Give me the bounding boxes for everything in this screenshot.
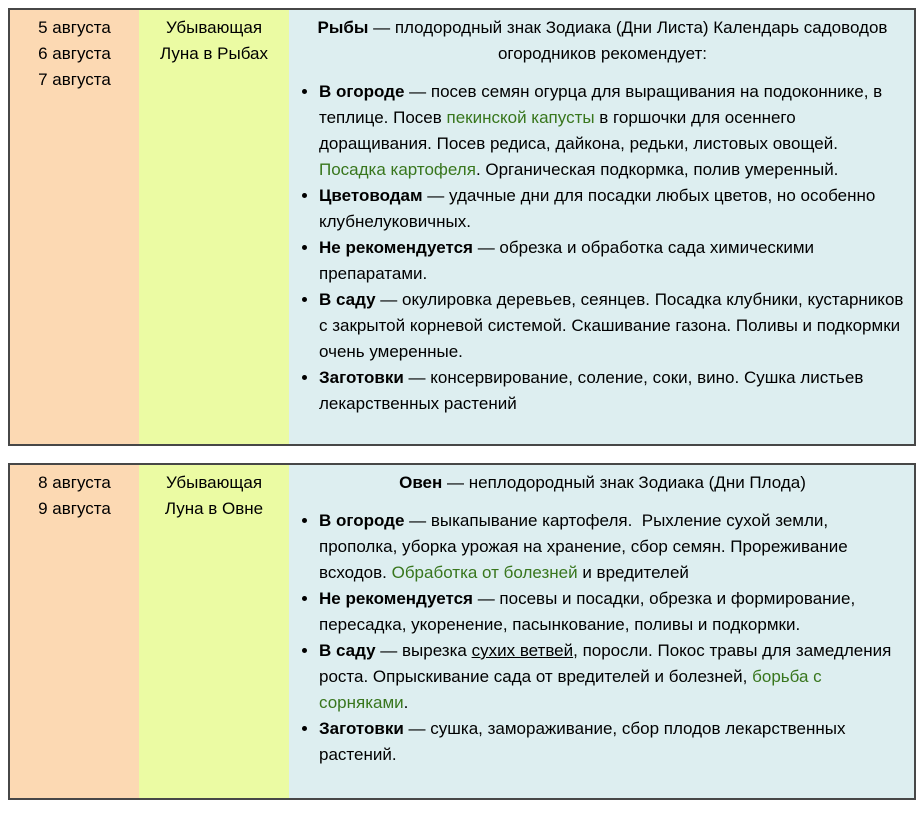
bullet-text: , поросли. Покос травы для замедления ро… xyxy=(319,641,892,686)
date-line: 6 августа xyxy=(38,44,111,63)
zodiac-header-text: — неплодородный знак Зодиака (Дни Плода) xyxy=(442,473,806,492)
bullet-lead: Заготовки xyxy=(319,368,404,387)
moon-phase-cell: Убывающая Луна в Рыбах xyxy=(139,10,289,444)
zodiac-header: Рыбы — плодородный знак Зодиака (Дни Лис… xyxy=(289,15,906,67)
bullet-text: — вырезка xyxy=(375,641,472,660)
moon-phase-cell: Убывающая Луна в Овне xyxy=(139,465,289,798)
link-peking-cabbage[interactable]: пекинской капусты xyxy=(446,108,595,127)
bullet-text: — выкапывание картофеля. Рыхление сухой … xyxy=(319,511,848,582)
zodiac-sign-name: Овен xyxy=(399,473,443,492)
list-item-garden: В огороде — посев семян огурца для выращ… xyxy=(319,79,906,183)
list-item-preserves: Заготовки — консервирование, соление, со… xyxy=(319,365,906,417)
bullet-lead: Цветоводам xyxy=(319,186,423,205)
moon-phase-line: Убывающая xyxy=(165,473,263,492)
date-line: 8 августа xyxy=(38,473,111,492)
zodiac-header: Овен — неплодородный знак Зодиака (Дни П… xyxy=(289,470,906,496)
moon-phase-line: Луна в Овне xyxy=(164,499,264,518)
date-line: 5 августа xyxy=(38,18,111,37)
underlined-dry-branches: сухих ветвей xyxy=(471,641,574,660)
bullet-text: — посев семян огурца для выращивания на … xyxy=(319,82,883,127)
bullet-text: — обрезка и обработка сада химическими п… xyxy=(319,238,815,283)
bullet-text: в горшочки для осеннего доращивания. Пос… xyxy=(319,108,838,153)
list-item-garden: В огороде — выкапывание картофеля. Рыхле… xyxy=(319,508,906,586)
bullet-lead: В огороде xyxy=(319,82,405,101)
bullet-text: . xyxy=(403,693,409,712)
zodiac-sign-name: Рыбы xyxy=(317,18,369,37)
bullet-text: — сушка, замораживание, сбор плодов лека… xyxy=(319,719,846,764)
bullet-text: — окулировка деревьев, сеянцев. Посадка … xyxy=(319,290,904,361)
bullet-lead: В саду xyxy=(319,290,376,309)
link-disease-treatment[interactable]: Обработка от болезней xyxy=(391,563,578,582)
recommendations-cell: Овен — неплодородный знак Зодиака (Дни П… xyxy=(289,465,914,798)
bullet-lead: Не рекомендуется xyxy=(319,589,473,608)
bullet-lead: Заготовки xyxy=(319,719,404,738)
dates-cell: 8 августа 9 августа xyxy=(10,465,139,798)
moon-phase-line: Убывающая xyxy=(165,18,263,37)
list-item-preserves: Заготовки — сушка, замораживание, сбор п… xyxy=(319,716,906,768)
link-weed-control[interactable]: борьба с сорняками xyxy=(319,667,822,712)
dates-cell: 5 августа 6 августа 7 августа xyxy=(10,10,139,444)
bullet-text: — консервирование, соление, соки, вино. … xyxy=(319,368,864,413)
bullet-lead: Не рекомендуется xyxy=(319,238,473,257)
date-line: 9 августа xyxy=(38,499,111,518)
recommendation-list: В огороде — посев семян огурца для выращ… xyxy=(289,79,906,417)
calendar-table-aries: 8 августа 9 августа Убывающая Луна в Овн… xyxy=(8,463,916,800)
date-line: 7 августа xyxy=(38,70,111,89)
bullet-text: — посевы и посадки, обрезка и формирован… xyxy=(319,589,860,634)
bullet-text: и вредителей xyxy=(577,563,689,582)
list-item-flowers: Цветоводам — удачные дни для посадки люб… xyxy=(319,183,906,235)
bullet-text: . Органическая подкормка, полив умеренны… xyxy=(475,160,839,179)
moon-phase-line: Луна в Рыбах xyxy=(159,44,269,63)
bullet-lead: В саду xyxy=(319,641,376,660)
bullet-lead: В огороде xyxy=(319,511,405,530)
recommendation-list: В огороде — выкапывание картофеля. Рыхле… xyxy=(289,508,906,768)
link-potato-planting[interactable]: Посадка картофеля xyxy=(319,160,476,179)
calendar-table-pisces: 5 августа 6 августа 7 августа Убывающая … xyxy=(8,8,916,446)
list-item-orchard: В саду — окулировка деревьев, сеянцев. П… xyxy=(319,287,906,365)
list-item-not-recommended: Не рекомендуется — посевы и посадки, обр… xyxy=(319,586,906,638)
zodiac-header-text: — плодородный знак Зодиака (Дни Листа) К… xyxy=(368,18,888,63)
bullet-text: — удачные дни для посадки любых цветов, … xyxy=(319,186,876,231)
list-item-not-recommended: Не рекомендуется — обрезка и обработка с… xyxy=(319,235,906,287)
list-item-orchard: В саду — вырезка сухих ветвей, поросли. … xyxy=(319,638,906,716)
recommendations-cell: Рыбы — плодородный знак Зодиака (Дни Лис… xyxy=(289,10,914,444)
